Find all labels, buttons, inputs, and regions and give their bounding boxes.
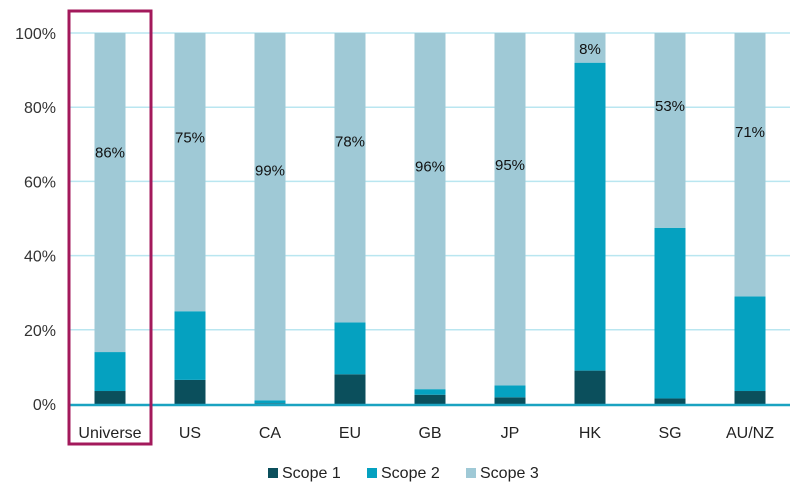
bar-hk-scope-2 bbox=[574, 62, 606, 371]
bar-au-nz-scope-2 bbox=[734, 296, 766, 392]
bar-gb-scope-3 bbox=[414, 33, 446, 390]
bar-eu-scope-2 bbox=[334, 322, 366, 375]
data-label-hk: 8% bbox=[579, 41, 601, 58]
x-tick-label-ca: CA bbox=[259, 425, 282, 442]
y-tick-label-80: 80% bbox=[24, 100, 56, 117]
x-axis-category-labels: Universe US CA EU GB JP HK SG AU/NZ bbox=[78, 425, 774, 442]
y-axis-tick-labels: 0% 20% 40% 60% 80% 100% bbox=[15, 26, 56, 414]
bar-sg-scope-1 bbox=[654, 398, 686, 404]
bar-ca-scope-2 bbox=[254, 400, 286, 404]
bar-hk-scope-3 bbox=[574, 33, 606, 63]
data-label-us: 75% bbox=[175, 129, 205, 146]
data-label-jp: 95% bbox=[495, 157, 525, 174]
bar-universe-scope-2 bbox=[94, 352, 126, 392]
bar-gb-scope-1 bbox=[414, 394, 446, 404]
legend-label-scope-3: Scope 3 bbox=[480, 465, 539, 482]
bar-sg-scope-2 bbox=[654, 227, 686, 399]
bar-ca-scope-3 bbox=[254, 33, 286, 401]
legend-label-scope-2: Scope 2 bbox=[381, 465, 440, 482]
bar-jp-scope-2 bbox=[494, 385, 526, 398]
bar-eu-scope-3 bbox=[334, 33, 366, 323]
bar-universe-scope-3 bbox=[94, 33, 126, 353]
x-tick-label-jp: JP bbox=[501, 425, 520, 442]
bar-eu-scope-1 bbox=[334, 374, 366, 404]
legend-label-scope-1: Scope 1 bbox=[282, 465, 341, 482]
y-tick-label-100: 100% bbox=[15, 26, 56, 43]
data-label-au-nz: 71% bbox=[735, 124, 765, 141]
bar-sg-scope-3 bbox=[654, 33, 686, 228]
bar-hk-scope-1 bbox=[574, 370, 606, 404]
x-tick-label-eu: EU bbox=[339, 425, 361, 442]
y-tick-label-60: 60% bbox=[24, 174, 56, 191]
data-label-eu: 78% bbox=[335, 134, 365, 151]
x-tick-label-us: US bbox=[179, 425, 201, 442]
data-label-sg: 53% bbox=[655, 98, 685, 115]
data-label-ca: 99% bbox=[255, 163, 285, 180]
y-tick-label-20: 20% bbox=[24, 323, 56, 340]
x-tick-label-gb: GB bbox=[418, 425, 441, 442]
x-tick-label-hk: HK bbox=[579, 425, 602, 442]
bar-us-scope-2 bbox=[174, 311, 206, 380]
x-tick-label-sg: SG bbox=[658, 425, 681, 442]
y-tick-label-0: 0% bbox=[33, 397, 56, 414]
bar-au-nz-scope-3 bbox=[734, 33, 766, 297]
highlight-box-universe bbox=[67, 9, 153, 446]
data-label-gb: 96% bbox=[415, 159, 445, 176]
bar-jp-scope-3 bbox=[494, 33, 526, 386]
bar-jp-scope-1 bbox=[494, 397, 526, 404]
bar-us-scope-1 bbox=[174, 379, 206, 404]
legend-swatch-scope-3 bbox=[466, 468, 476, 478]
legend-swatch-scope-2 bbox=[367, 468, 377, 478]
legend-swatch-scope-1 bbox=[268, 468, 278, 478]
x-tick-label-au-nz: AU/NZ bbox=[726, 425, 774, 442]
bar-ca-scope-1 bbox=[254, 403, 286, 404]
legend: Scope 1 Scope 2 Scope 3 bbox=[268, 465, 539, 482]
y-tick-label-40: 40% bbox=[24, 249, 56, 266]
bar-au-nz-scope-1 bbox=[734, 391, 766, 404]
bar-gb-scope-2 bbox=[414, 389, 446, 395]
bars bbox=[94, 33, 766, 404]
bar-us-scope-3 bbox=[174, 33, 206, 312]
bar-universe-scope-1 bbox=[94, 391, 126, 404]
data-labels: 86% 75% 99% 78% 96% 95% 8% 53% 71% bbox=[95, 41, 765, 180]
x-tick-label-universe: Universe bbox=[78, 425, 141, 442]
data-label-universe: 86% bbox=[95, 145, 125, 162]
